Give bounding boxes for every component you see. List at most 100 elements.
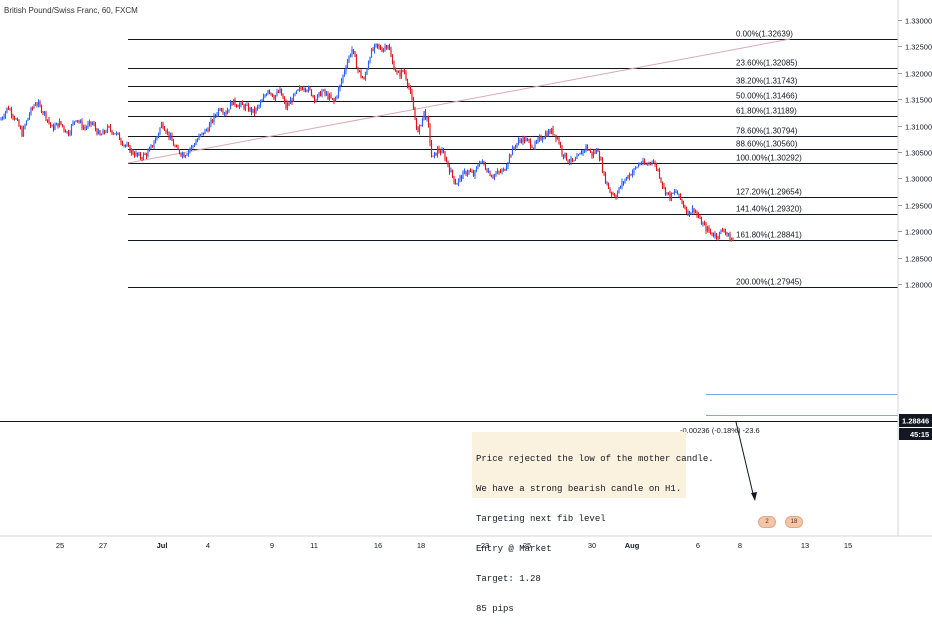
candle-body [570,158,572,162]
candle-body [622,181,625,183]
candle-body [669,192,671,200]
candle-body [340,80,343,85]
candle-body [717,237,719,239]
candle-body [547,130,550,137]
fib-level-label: 50.00%(1.31466) [736,92,798,101]
candle-body [295,90,298,94]
candle-body [409,87,412,92]
candle-body [477,166,479,168]
candle-body [115,132,118,134]
candle-body [132,150,134,155]
candle-body [304,88,307,91]
candle-body [312,95,314,97]
candle-body [469,170,472,172]
candle-body [471,171,473,173]
fib-trendline[interactable] [127,38,791,164]
candle-body [127,144,130,146]
candle-body [180,153,182,156]
candle-body [112,133,115,135]
candle-body [682,202,685,207]
time-tick-label: 6 [696,541,700,550]
candle-body [265,94,268,96]
candle-body [534,142,536,149]
candle-body [75,120,77,122]
fib-level-label: 38.20%(1.31743) [736,77,798,86]
chart-canvas[interactable]: 0.00%(1.32639) 23.60%(1.32085) 38.20%(1.31… [0,0,932,550]
price-axis[interactable]: 1.33000 1.32500 1.32000 1.31500 1.31000 1.305… [898,17,932,441]
candle-body [537,138,539,142]
candle-body [84,127,86,129]
candle-body [505,166,508,171]
candle-body [124,145,127,147]
candle-body [210,120,212,125]
candle-body [616,192,619,198]
candle-body [519,140,521,142]
candle-body [388,45,391,50]
fib-level-label: 200.00%(1.27945) [736,278,802,287]
candle-body [721,230,724,232]
candle-body [636,167,638,169]
candle-body [273,96,275,100]
candle-body [573,160,575,162]
candle-body [474,170,476,177]
candle-body [540,136,542,140]
candle-body [664,187,667,194]
candle-body [666,192,668,194]
candle-body [157,133,160,137]
candle-body [400,70,403,77]
candle-body [63,126,65,130]
candle-body [67,131,70,136]
candle-body [445,159,448,161]
candle-body [585,145,587,151]
candle-body [387,45,389,49]
candle-body [253,108,256,113]
candle-body [510,154,512,156]
candle-body [177,146,179,150]
candle-body [109,126,112,131]
candle-body [61,124,64,127]
candle-body [142,153,145,159]
note-line: We have a strong bearish candle on H1. [476,484,682,494]
candle-body [432,155,434,157]
candle-body [60,121,62,125]
candle-body [208,124,211,132]
candle-body [15,118,17,120]
candle-body [670,192,673,200]
candle-body [414,109,416,118]
candle-body [252,108,254,113]
candle-body [189,148,191,151]
candle-body [562,154,565,157]
event-badge[interactable]: 18 [785,516,803,528]
fib-level-label: 61.80%(1.31189) [736,107,797,116]
candle-body [603,172,605,174]
candle-body [28,114,31,118]
time-tick-label: Aug [625,541,640,550]
candle-body [301,88,304,90]
time-tick-label: 13 [801,541,809,550]
candle-body [106,126,109,132]
target-arrow-head [751,492,757,501]
candle-body [129,145,131,153]
time-axis[interactable]: 25 27 Jul 4 9 11 16 18 23 25 30 Aug 6 8 13 15 [56,541,852,550]
candle-body [244,105,247,109]
candle-body [711,232,713,236]
candle-body [367,62,370,70]
candle-body [69,132,71,136]
candle-body [483,161,485,165]
candle-body [729,233,731,242]
measure-label: -0.00236 (-0.18%) -23.6 [680,426,760,435]
candle-body [10,109,13,116]
candle-body [441,150,443,154]
current-price-tag[interactable] [899,414,932,427]
event-badge[interactable]: 2 [758,516,776,528]
target-arrow-line [735,421,755,499]
candle-body [556,138,559,140]
fibonacci-extension[interactable]: 0.00%(1.32639) 23.60%(1.32085) 38.20%(1.31… [128,30,898,288]
candle-body [313,95,316,101]
candle-body [165,130,167,133]
candle-body [348,56,350,62]
price-tick-label: 1.32000 [905,70,932,79]
candle-body [229,102,232,110]
annotation-note[interactable]: Price rejected the low of the mother can… [472,432,714,614]
candle-body [708,227,710,231]
